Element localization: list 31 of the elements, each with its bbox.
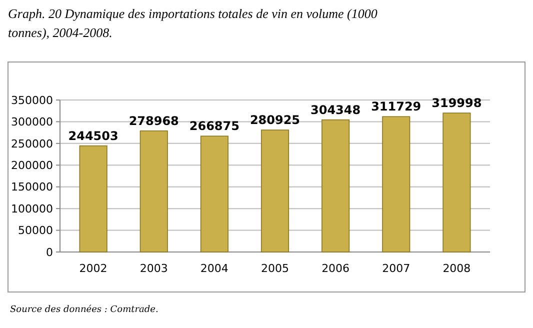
x-tick-label: 2007	[382, 262, 410, 275]
data-label: 266875	[189, 119, 240, 134]
data-label: 244503	[68, 128, 118, 143]
y-tick-label: 150000	[11, 180, 53, 194]
bar	[260, 130, 290, 252]
bar	[140, 130, 168, 252]
x-tick-label: 2004	[200, 262, 228, 275]
x-tick-label: 2005	[261, 262, 289, 275]
data-label: 278968	[128, 114, 179, 128]
bar	[322, 119, 350, 252]
data-label: 280925	[250, 113, 300, 127]
y-tick-label: 100000	[11, 202, 53, 216]
bar	[79, 145, 108, 252]
source-note: Source des données : Comtrade.	[10, 304, 158, 315]
data-label: 311729	[371, 100, 422, 114]
y-tick-label: 50000	[18, 224, 53, 238]
y-tick-label: 0	[46, 246, 53, 259]
data-label: 304348	[310, 102, 361, 117]
bar	[442, 112, 471, 252]
bar	[200, 136, 228, 252]
y-tick-label: 300000	[11, 116, 53, 129]
y-tick-label: 350000	[11, 94, 53, 107]
bar	[382, 116, 410, 252]
x-tick-label: 2008	[442, 262, 471, 275]
chart-title: Graph. 20 Dynamique des importations totales de vin en volume (1000 tonnes), 2004-2008.	[8, 6, 378, 40]
x-tick-label: 2006	[322, 262, 350, 275]
y-tick-label: 200000	[11, 158, 53, 172]
y-tick-label: 250000	[11, 137, 53, 150]
x-tick-label: 2003	[140, 262, 168, 275]
data-label: 319998	[432, 96, 482, 110]
x-tick-label: 2002	[79, 262, 108, 275]
